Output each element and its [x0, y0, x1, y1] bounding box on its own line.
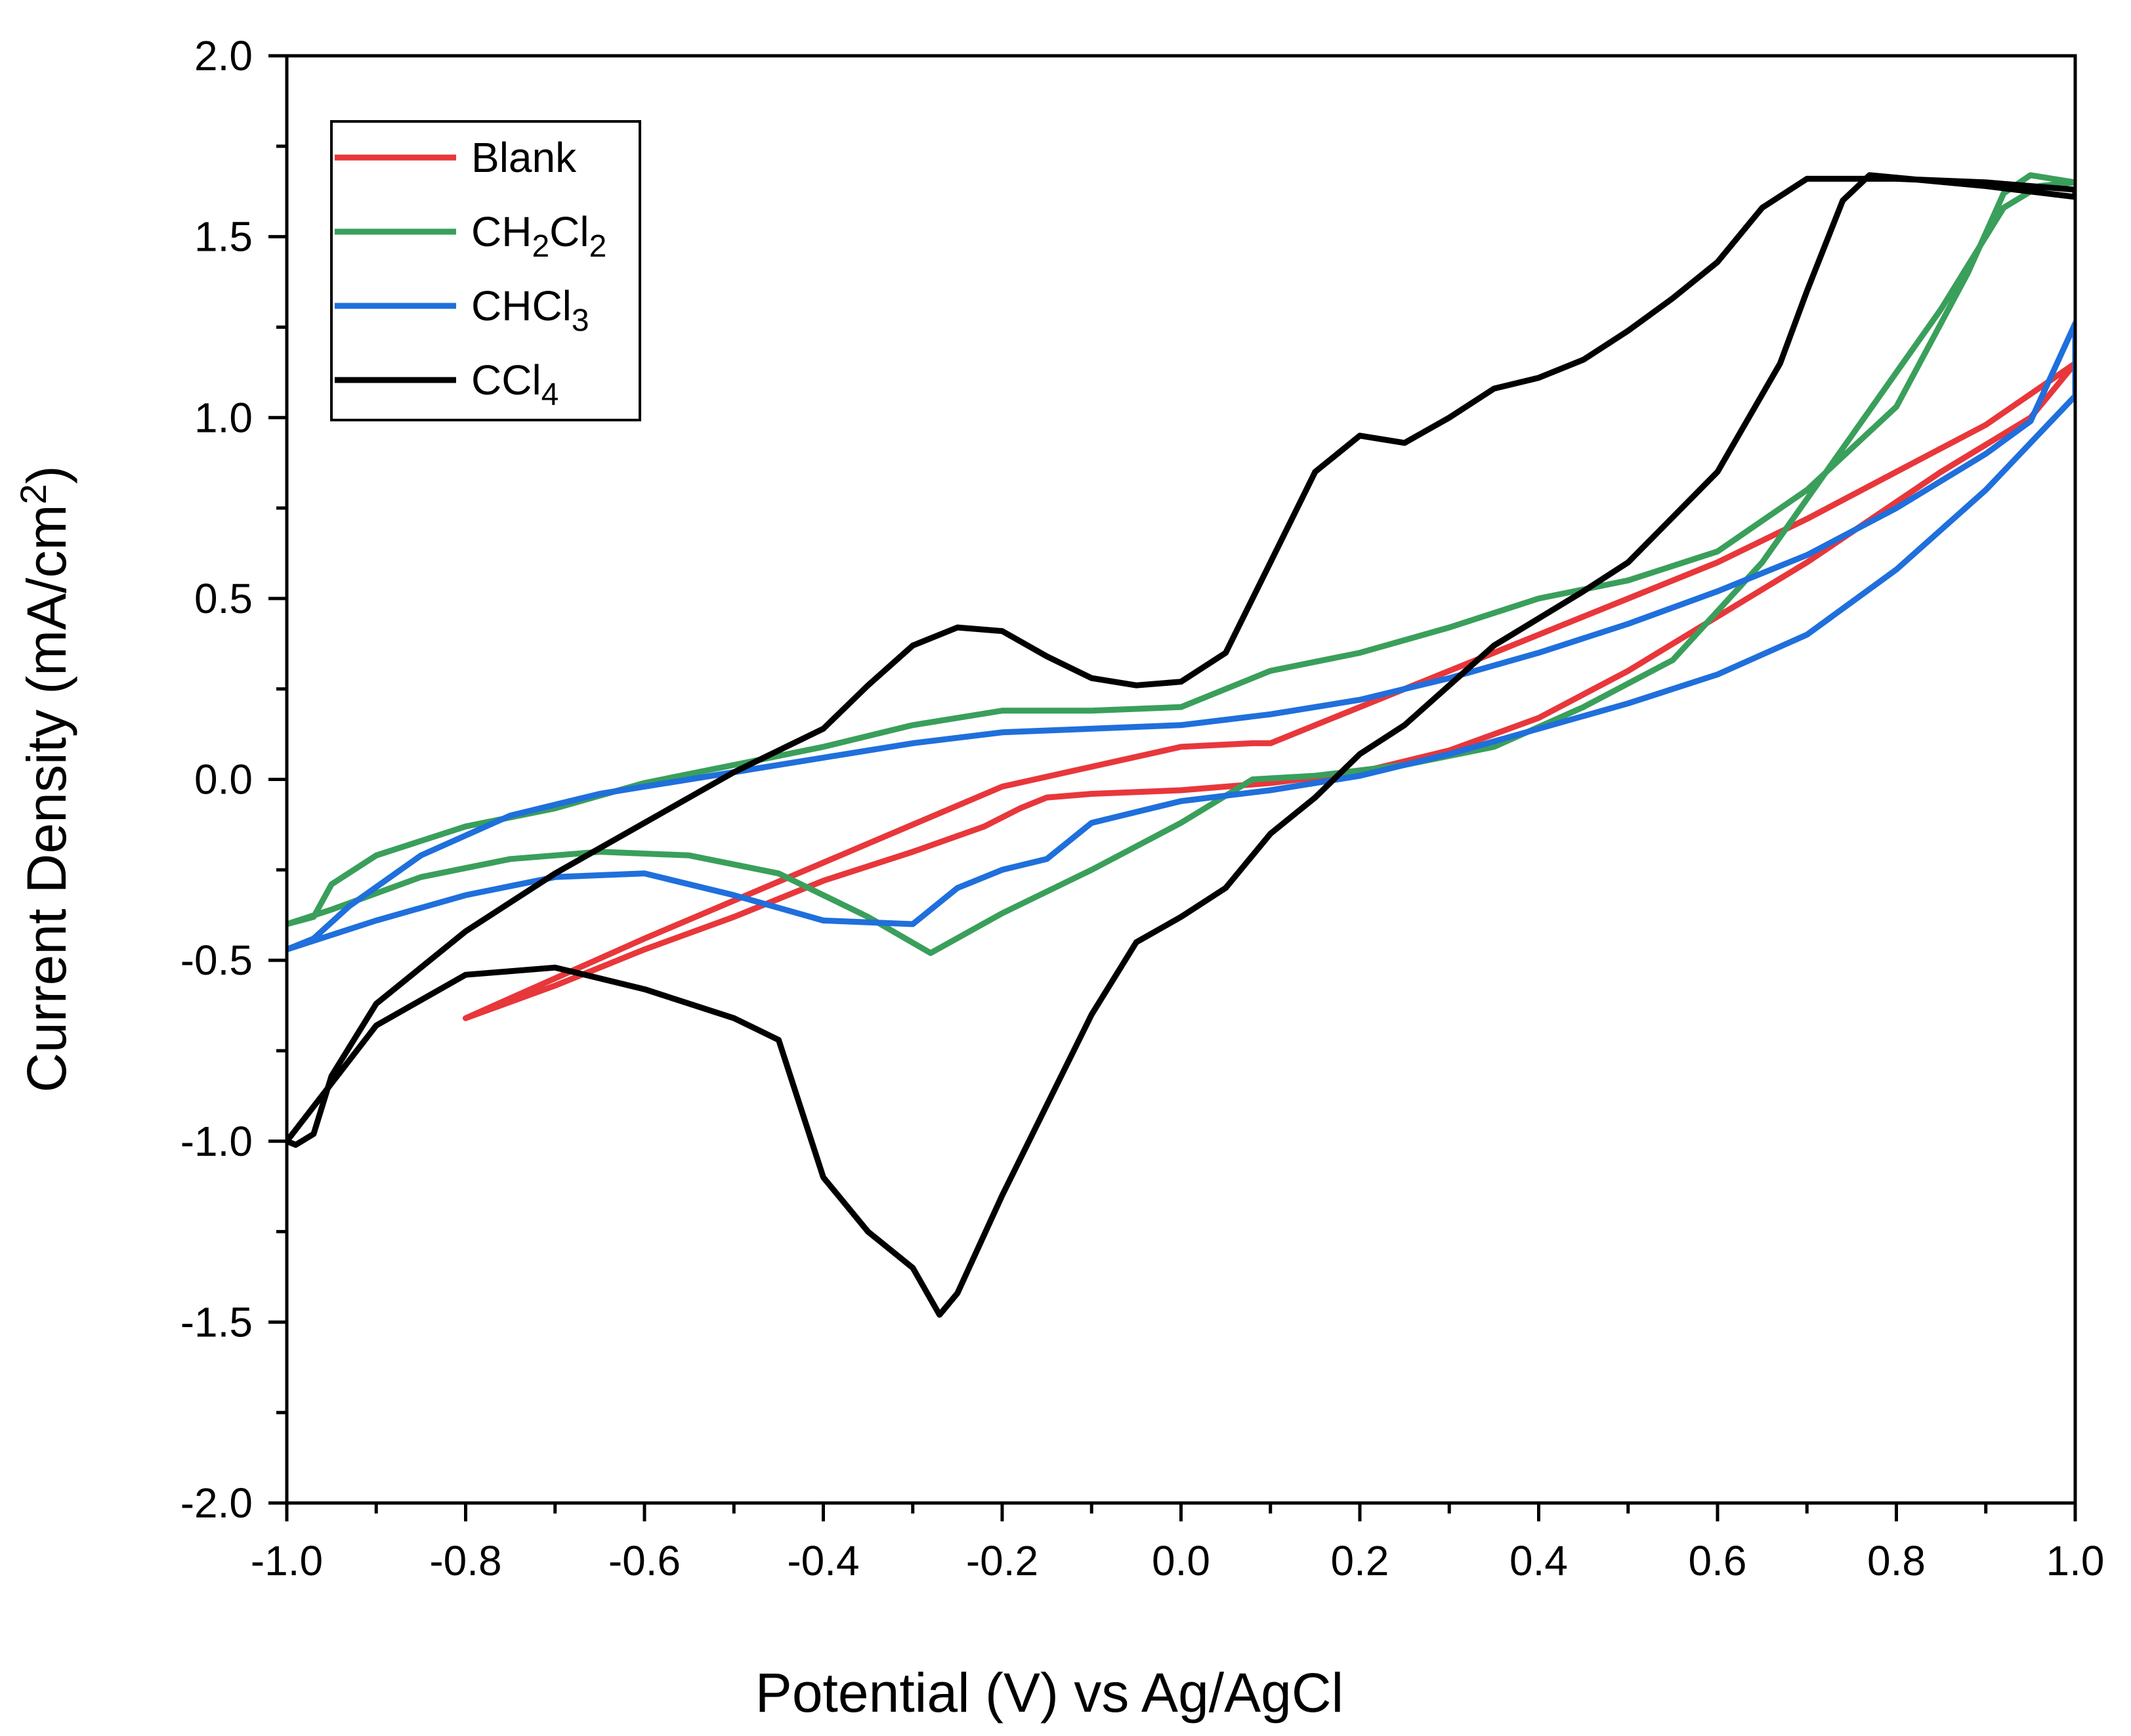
y-tick-label: -1.0: [180, 1118, 253, 1165]
x-tick-label: -0.2: [966, 1537, 1038, 1584]
y-axis: -2.0 -1.5 -1.0 -0.5 0.0 0.5 1.0 1.5 2.0: [180, 32, 287, 1527]
x-axis: -1.0 -0.8 -0.6 -0.4 -0.2 0.0 0.2 0.4 0.6 0.8 1.0: [251, 1503, 2105, 1584]
x-tick-label: -0.8: [429, 1537, 501, 1584]
series-curve-ccl4: [287, 172, 2075, 1318]
y-tick-label: -1.5: [180, 1298, 253, 1345]
legend-label-part: Blank: [471, 134, 577, 181]
legend-label: Blank: [471, 134, 577, 181]
x-tick-label: -0.6: [608, 1537, 681, 1584]
legend-label-part: Cl: [549, 208, 589, 255]
y-tick-label: -2.0: [180, 1479, 253, 1527]
legend-label-part: 2: [589, 229, 607, 264]
x-tick-label: -0.4: [787, 1537, 859, 1584]
y-tick-label: 0.5: [194, 575, 253, 622]
series-curve-ch2cl2: [287, 172, 2075, 956]
series-curve-chcl3: [287, 320, 2075, 953]
y-axis-title-part: Current Density (mA/cm: [16, 504, 77, 1092]
legend-label: CHCl3: [471, 282, 589, 338]
legend-box: [330, 120, 641, 421]
y-tick-label: 1.5: [194, 213, 253, 261]
y-tick-label: 0.0: [194, 756, 253, 803]
x-tick-label: 1.0: [2046, 1537, 2105, 1584]
x-tick-label: 0.4: [1509, 1537, 1568, 1584]
x-tick-label: 0.8: [1867, 1537, 1926, 1584]
y-axis-title: Current Density (mA/cm2): [12, 465, 77, 1092]
y-tick-label: -0.5: [180, 937, 253, 984]
legend-label: CH2Cl2: [471, 208, 606, 264]
y-tick-label: 1.0: [194, 394, 253, 441]
legend-label-part: 4: [541, 377, 559, 412]
y-axis-title-part: 2: [12, 484, 54, 504]
y-axis-title-part: ): [16, 465, 77, 484]
x-tick-label: -1.0: [251, 1537, 323, 1584]
legend-label-part: CCl: [471, 356, 541, 404]
legend-label: CCl4: [471, 356, 559, 412]
x-tick-label: 0.6: [1689, 1537, 1747, 1584]
legend-label-part: CH: [471, 208, 532, 255]
legend-label-part: CHCl: [471, 282, 572, 329]
legend-label-part: 2: [532, 229, 549, 264]
x-axis-title: Potential (V) vs Ag/AgCl: [755, 1662, 1343, 1724]
x-tick-label: 0.2: [1331, 1537, 1389, 1584]
legend-label-part: 3: [572, 303, 589, 338]
y-tick-label: 2.0: [194, 32, 253, 79]
data-curves: [287, 172, 2075, 1318]
x-tick-label: 0.0: [1152, 1537, 1210, 1584]
